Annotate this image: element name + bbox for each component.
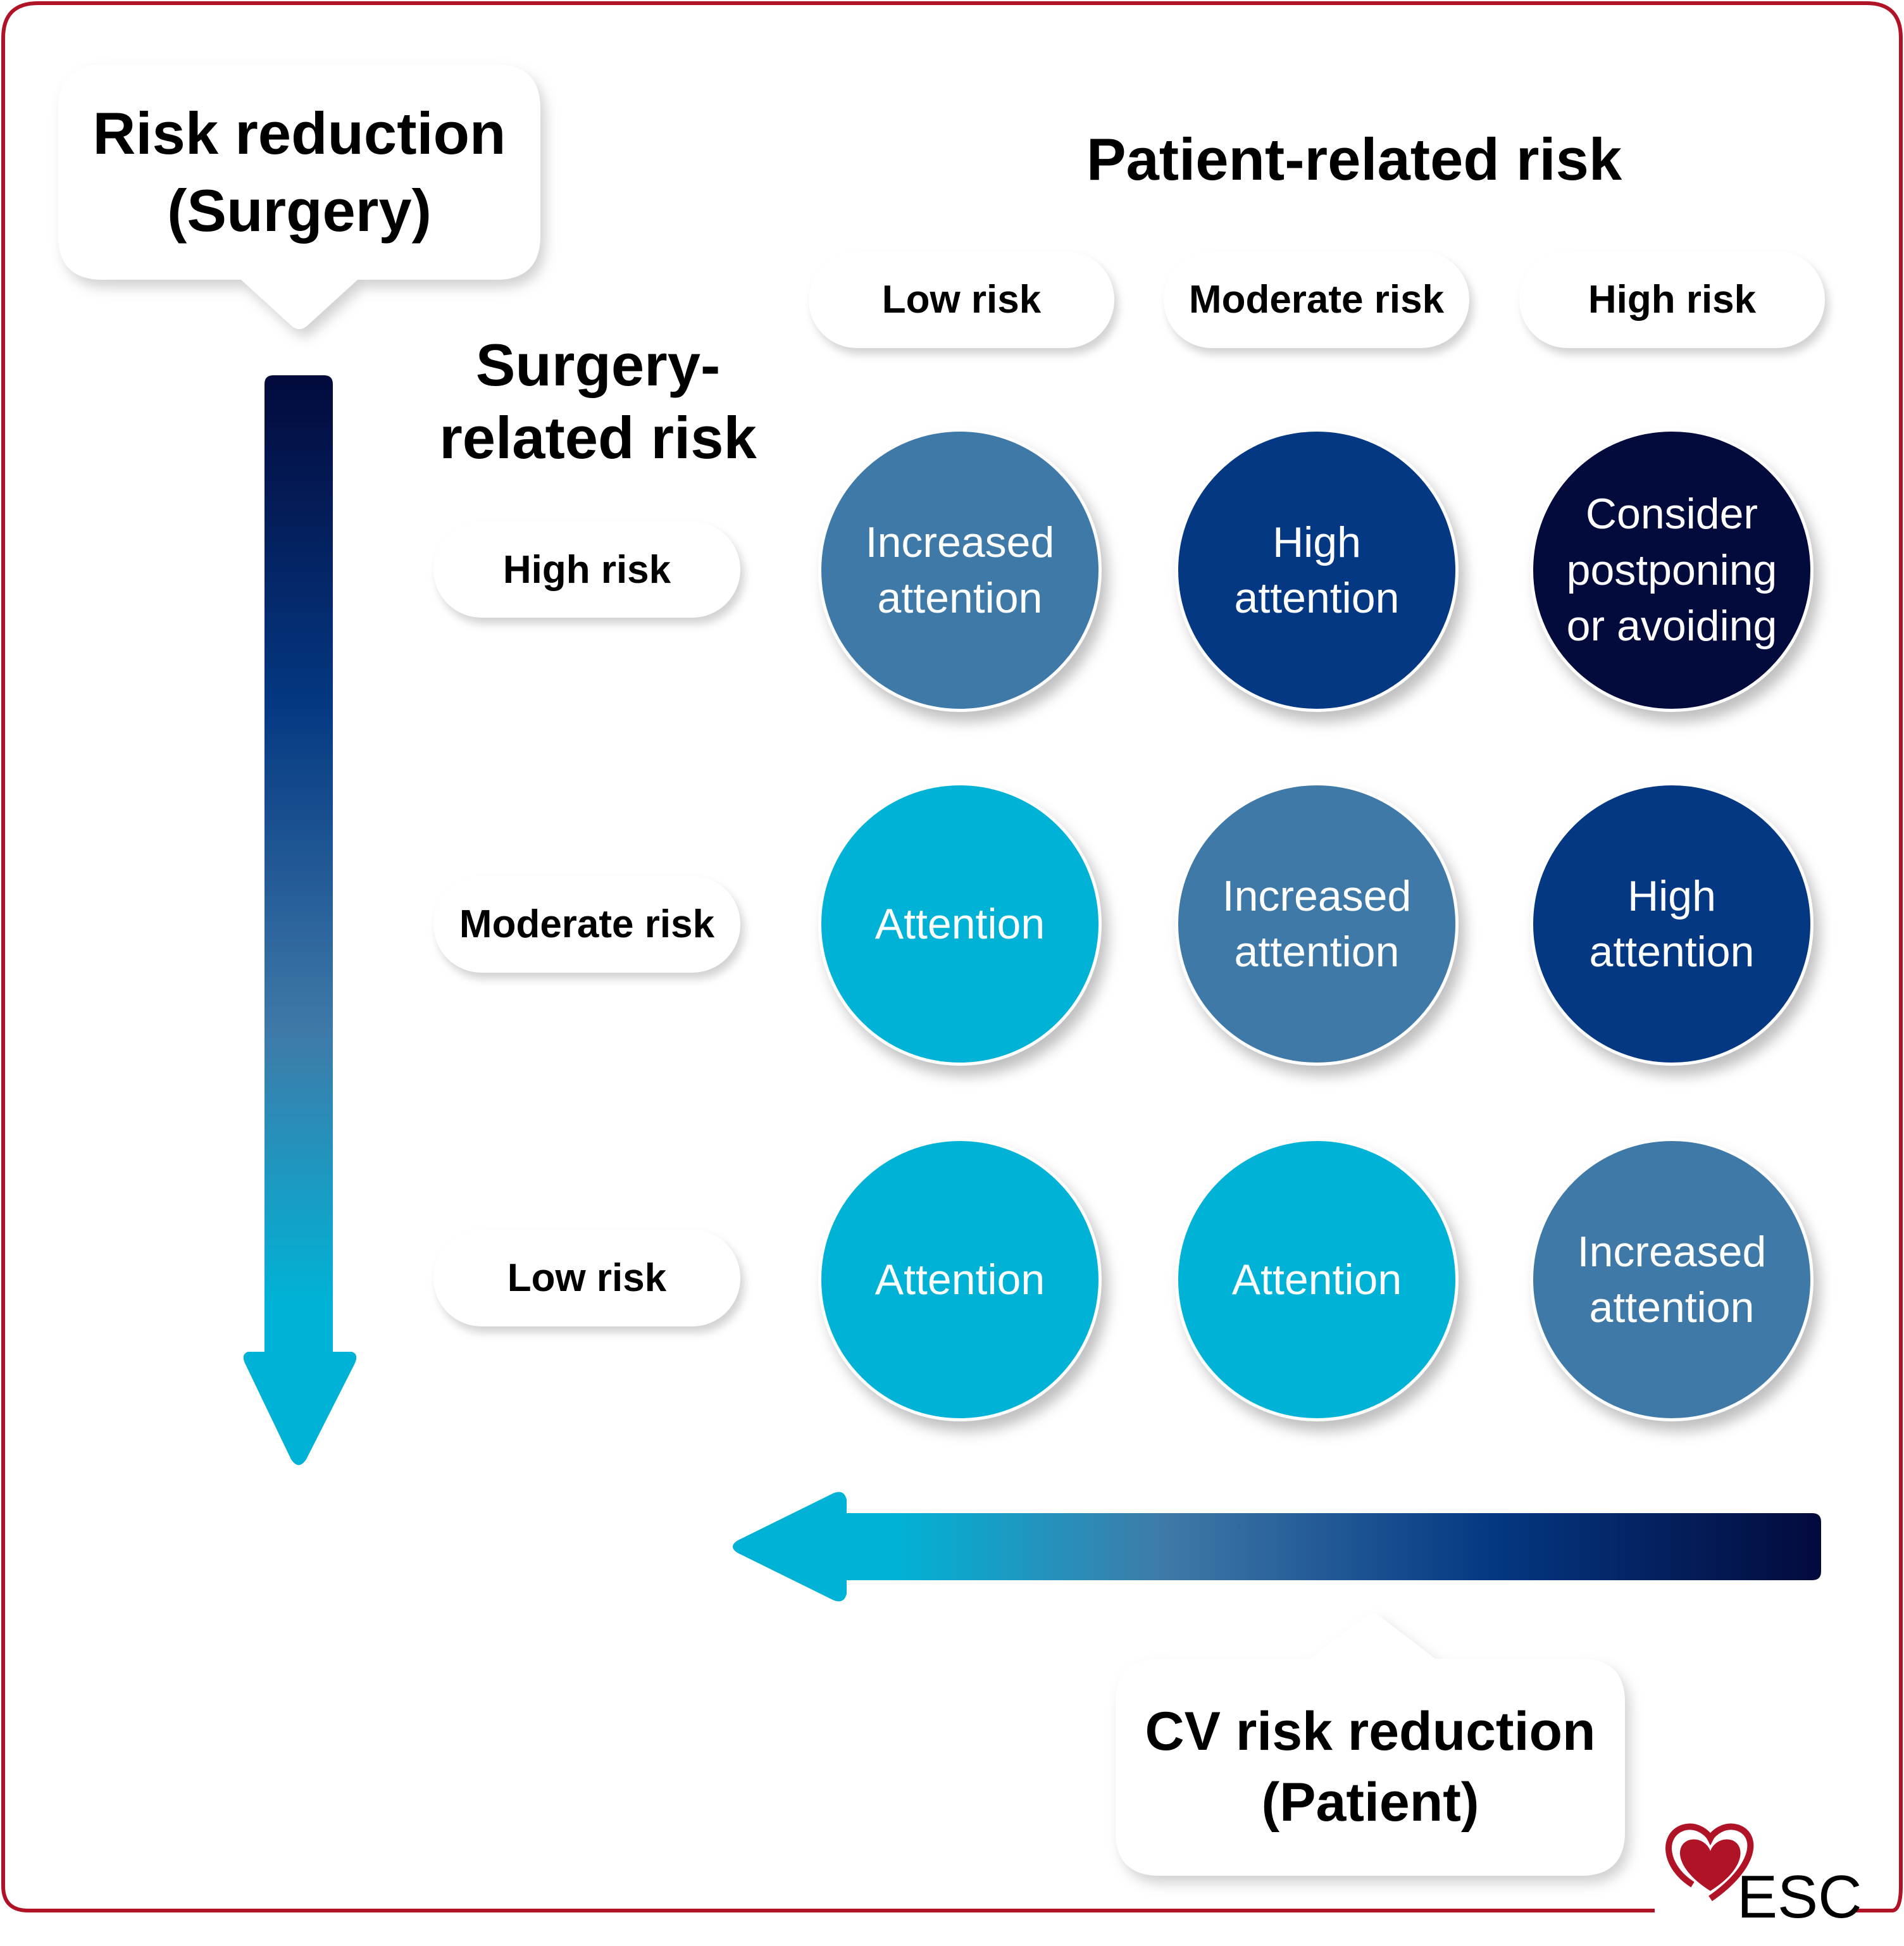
column-header-moderate-risk: Moderate risk bbox=[1164, 251, 1469, 348]
esc-logo-text: ESC bbox=[1737, 1863, 1862, 1931]
risk-reduction-line2: (Surgery) bbox=[167, 177, 432, 244]
risk-reduction-line1: Risk reduction bbox=[92, 99, 506, 166]
surgery-axis-title: Surgery- related risk bbox=[405, 329, 791, 474]
matrix-cell-increased: Increased attention bbox=[1175, 782, 1459, 1066]
row-header-low-risk: Low risk bbox=[433, 1230, 740, 1326]
patient-risk-arrow bbox=[733, 1492, 1821, 1602]
row-header-high-risk: High risk bbox=[433, 521, 740, 618]
surgery-risk-arrow bbox=[243, 375, 357, 1465]
matrix-cell-text: Attention bbox=[874, 899, 1045, 948]
matrix-cell-increased: Increased attention bbox=[1530, 1138, 1814, 1421]
cv-risk-line2: (Patient) bbox=[1261, 1771, 1479, 1833]
matrix-cell-text: High attention bbox=[1589, 871, 1755, 976]
matrix-cell-text: Consider postponing or avoiding bbox=[1566, 490, 1777, 651]
risk-reduction-surgery-bubble bbox=[58, 65, 540, 329]
column-header-high-risk: High risk bbox=[1519, 251, 1825, 348]
matrix-cell-attention: Attention bbox=[1175, 1138, 1459, 1421]
cv-risk-reduction-bubble bbox=[1116, 1613, 1625, 1876]
column-header-low-risk: Low risk bbox=[809, 251, 1114, 348]
matrix-cell-text: Increased attention bbox=[1222, 871, 1412, 976]
surgery-axis-line2: related risk bbox=[439, 404, 757, 471]
matrix-cell-text: Increased attention bbox=[1577, 1227, 1767, 1332]
matrix-cell-attention: Attention bbox=[818, 1138, 1102, 1421]
matrix-cell-high: High attention bbox=[1530, 782, 1814, 1066]
cv-risk-reduction-label: CV risk reduction (Patient) bbox=[1116, 1659, 1625, 1876]
matrix-cell-text: High attention bbox=[1234, 518, 1400, 622]
risk-reduction-surgery-label: Risk reduction (Surgery) bbox=[58, 65, 540, 280]
matrix-cell-high: High attention bbox=[1175, 428, 1459, 712]
matrix-cell-text: Attention bbox=[874, 1255, 1045, 1304]
row-header-moderate-risk: Moderate risk bbox=[433, 876, 740, 973]
matrix-cell-text: Increased attention bbox=[865, 518, 1055, 622]
matrix-cell-increased: Increased attention bbox=[818, 428, 1102, 712]
patient-axis-title: Patient-related risk bbox=[1086, 126, 1622, 192]
surgery-axis-line1: Surgery- bbox=[475, 332, 721, 398]
esc-heart-logo-icon bbox=[1665, 1823, 1754, 1902]
cv-risk-line1: CV risk reduction bbox=[1145, 1700, 1596, 1762]
matrix-cell-consider: Consider postponing or avoiding bbox=[1530, 428, 1814, 712]
matrix-cell-text: Attention bbox=[1231, 1255, 1402, 1304]
matrix-cell-attention: Attention bbox=[818, 782, 1102, 1066]
